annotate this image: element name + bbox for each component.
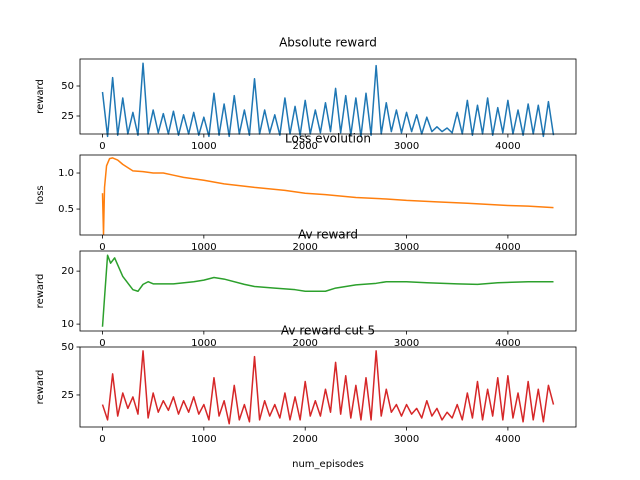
y-tick-label: 20 [61,266,74,277]
x-tick-label: 2000 [292,242,317,253]
x-tick-label: 0 [99,338,105,349]
x-tick-label: 2000 [292,141,317,152]
y-tick-label: 25 [61,111,74,122]
x-tick-label: 0 [99,434,105,445]
y-tick-label: 0.5 [58,204,74,215]
data-line [101,254,554,327]
y-axis-label: reward [35,274,46,309]
data-line [101,350,555,425]
x-tick-label: 0 [99,141,105,152]
axes-title: Absolute reward [279,36,377,50]
axes-frame [79,154,577,236]
y-tick-label: 50 [61,81,74,92]
x-tick-label: 0 [99,242,105,253]
x-tick-label: 2000 [292,434,317,445]
y-tick-label: 10 [61,319,74,330]
y-tick-label: 25 [61,390,74,401]
y-axis-label: loss [35,185,46,204]
axes-frame [79,58,577,135]
y-axis-label: reward [35,370,46,405]
x-tick-label: 4000 [495,141,520,152]
axes-title: Av reward cut 5 [281,324,375,338]
x-tick-label: 1000 [191,141,216,152]
x-tick-label: 3000 [394,242,419,253]
x-tick-label: 3000 [394,338,419,349]
y-tick-label: 50 [61,342,74,353]
x-tick-label: 3000 [394,141,419,152]
x-axis-label: num_episodes [292,459,364,470]
x-tick-label: 1000 [191,338,216,349]
axes-frame [79,346,577,428]
y-axis-label: reward [35,79,46,114]
x-tick-label: 1000 [191,242,216,253]
axes-frame [79,250,577,332]
x-tick-label: 1000 [191,434,216,445]
x-tick-label: 3000 [394,434,419,445]
x-tick-label: 4000 [495,338,520,349]
data-line [101,157,554,236]
x-tick-label: 2000 [292,338,317,349]
axes-title: Loss evolution [285,132,371,146]
axes-title: Av reward [298,228,358,242]
x-tick-label: 4000 [495,434,520,445]
data-line [101,62,555,138]
y-tick-label: 1.0 [58,168,74,179]
x-tick-label: 4000 [495,242,520,253]
